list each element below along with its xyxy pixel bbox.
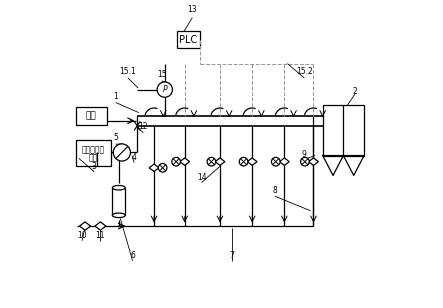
Polygon shape [149,164,159,172]
Text: 系统: 系统 [89,153,98,162]
Bar [323,105,364,156]
Text: 9: 9 [302,150,307,159]
Bar [177,31,200,48]
Polygon shape [309,158,319,165]
Text: 11: 11 [96,231,105,240]
Text: 8: 8 [273,186,277,195]
Text: 1: 1 [113,92,118,101]
Text: 14: 14 [197,172,206,182]
Polygon shape [180,158,190,165]
Circle shape [158,164,167,172]
Bar [76,140,111,166]
Text: 小苏打制粉: 小苏打制粉 [82,146,105,155]
Ellipse shape [113,213,125,217]
Text: 5: 5 [113,133,118,142]
Circle shape [239,157,248,166]
Polygon shape [95,222,106,230]
Text: 3: 3 [92,162,97,171]
Bar [76,107,106,125]
Text: P: P [163,85,167,94]
Text: 12: 12 [139,122,148,131]
Circle shape [301,157,309,166]
Polygon shape [80,222,90,230]
Text: 15.1: 15.1 [120,67,136,76]
Text: 13: 13 [187,6,197,14]
Circle shape [272,157,280,166]
Text: 4: 4 [132,153,136,162]
Circle shape [157,82,172,97]
Text: 7: 7 [230,251,235,260]
Circle shape [113,144,130,161]
Text: 10: 10 [77,231,87,240]
Text: PLC: PLC [179,35,198,45]
Text: 15: 15 [157,70,167,79]
Circle shape [172,157,180,166]
Text: 烟气: 烟气 [86,111,97,121]
Text: 15.2: 15.2 [296,67,313,76]
Polygon shape [215,158,225,165]
Polygon shape [247,158,257,165]
Polygon shape [280,158,289,165]
Text: 6: 6 [130,251,135,260]
Text: 2: 2 [353,87,357,96]
Ellipse shape [113,185,125,190]
Bar [113,188,125,215]
Circle shape [207,157,216,166]
